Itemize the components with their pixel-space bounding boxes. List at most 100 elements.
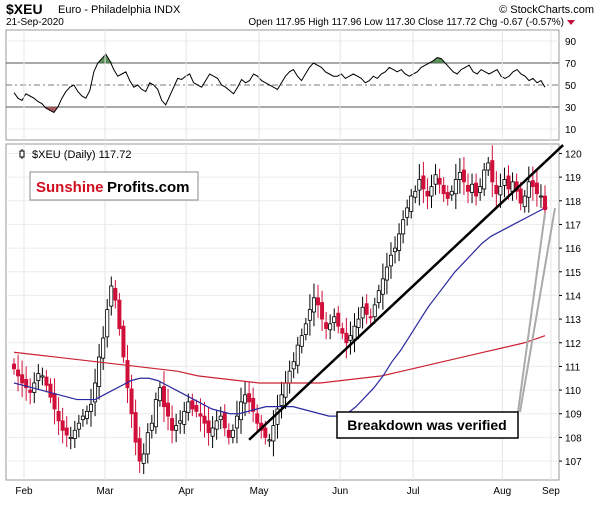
candle-body: [328, 323, 333, 331]
candle-body: [178, 420, 183, 424]
candle: [117, 293, 122, 336]
candle-body: [40, 375, 45, 378]
rsi-tick-label: 50: [565, 81, 577, 92]
candle-body: [222, 412, 227, 429]
candle-body: [417, 179, 422, 191]
candle-body: [190, 400, 195, 410]
candle-body: [421, 175, 426, 190]
candle: [68, 426, 73, 450]
rsi-overbought-fill: [437, 57, 442, 63]
candle: [522, 190, 527, 213]
candle: [190, 393, 195, 417]
annotation-arrow-2: [519, 207, 556, 413]
candle: [64, 416, 69, 447]
brand-part2: Profits.com: [107, 179, 190, 196]
candle: [186, 393, 191, 421]
candle: [311, 283, 316, 327]
price-tick-label: 118: [565, 197, 581, 208]
candle: [437, 168, 442, 194]
candle-body: [482, 169, 487, 190]
candle: [16, 354, 21, 392]
candle-body: [340, 328, 345, 334]
candle-body: [198, 413, 203, 417]
candle: [234, 400, 239, 444]
candle-body: [89, 403, 94, 412]
candle-layer: [11, 145, 548, 475]
price-tick-label: 108: [565, 433, 582, 444]
candle: [109, 276, 114, 316]
candle: [72, 420, 77, 449]
candle: [247, 381, 252, 414]
candle-body: [68, 437, 73, 439]
candle-body: [538, 195, 543, 198]
candle: [538, 184, 543, 208]
axis-layer: Feb Mar Apr May Jun Jul Aug Sep 107 108 109 110 111 1…: [15, 37, 582, 497]
candle-body: [470, 183, 475, 193]
candle: [11, 358, 16, 375]
candle: [417, 164, 422, 206]
candle: [393, 236, 398, 264]
candle-body: [271, 425, 276, 442]
legend-candle-icon: [19, 149, 25, 159]
down-arrow-icon: [567, 20, 575, 25]
candle-body: [161, 386, 166, 408]
candle: [502, 167, 507, 198]
candle-body: [287, 370, 292, 384]
candle: [113, 280, 118, 309]
candle: [316, 284, 321, 318]
candle: [291, 352, 296, 379]
annotation-arrow-1: [517, 212, 546, 413]
price-panel-title: $XEU (Daily) 117.72: [32, 149, 131, 161]
candle-body: [84, 410, 89, 419]
candle: [251, 387, 256, 423]
header-date: 21-Sep-2020: [6, 17, 64, 28]
last-price-marker: [542, 205, 548, 211]
candle-body: [441, 185, 446, 195]
candle-body: [64, 427, 69, 436]
candle: [48, 378, 53, 404]
candle: [295, 336, 300, 374]
x-tick-label: May: [250, 486, 269, 497]
candle-body: [113, 287, 118, 301]
candle: [149, 414, 154, 439]
candle-body: [316, 297, 321, 306]
candle: [121, 320, 126, 363]
candle-body: [186, 401, 191, 413]
candle: [348, 321, 353, 355]
candle: [441, 177, 446, 202]
candle-body: [166, 402, 171, 417]
rsi-tick-label: 90: [565, 37, 577, 48]
candle: [20, 360, 25, 398]
candle: [364, 294, 369, 324]
candle-body: [518, 188, 523, 204]
candle-body: [149, 422, 154, 431]
candle-body: [137, 438, 142, 462]
candle: [324, 312, 329, 340]
candle: [202, 401, 207, 438]
candle-body: [93, 382, 98, 403]
candle-body: [474, 182, 479, 197]
trend-layer: [248, 144, 564, 441]
candle: [279, 381, 284, 419]
candle-body: [478, 186, 483, 193]
candle: [320, 290, 325, 331]
candle: [161, 371, 166, 423]
candle-body: [72, 429, 77, 439]
candle-body: [60, 420, 65, 431]
candle-body: [453, 179, 458, 195]
candle-body: [409, 195, 414, 212]
candle-body: [263, 427, 268, 438]
candle: [44, 369, 49, 393]
candle: [340, 322, 345, 340]
candle: [226, 423, 231, 445]
candle: [303, 317, 308, 341]
candle: [388, 242, 393, 279]
candle-body: [48, 383, 53, 398]
candle: [267, 433, 272, 447]
candle-body: [445, 192, 450, 199]
candle-body: [502, 179, 507, 186]
x-tick-label: Feb: [15, 486, 33, 497]
candle-body: [194, 405, 199, 412]
